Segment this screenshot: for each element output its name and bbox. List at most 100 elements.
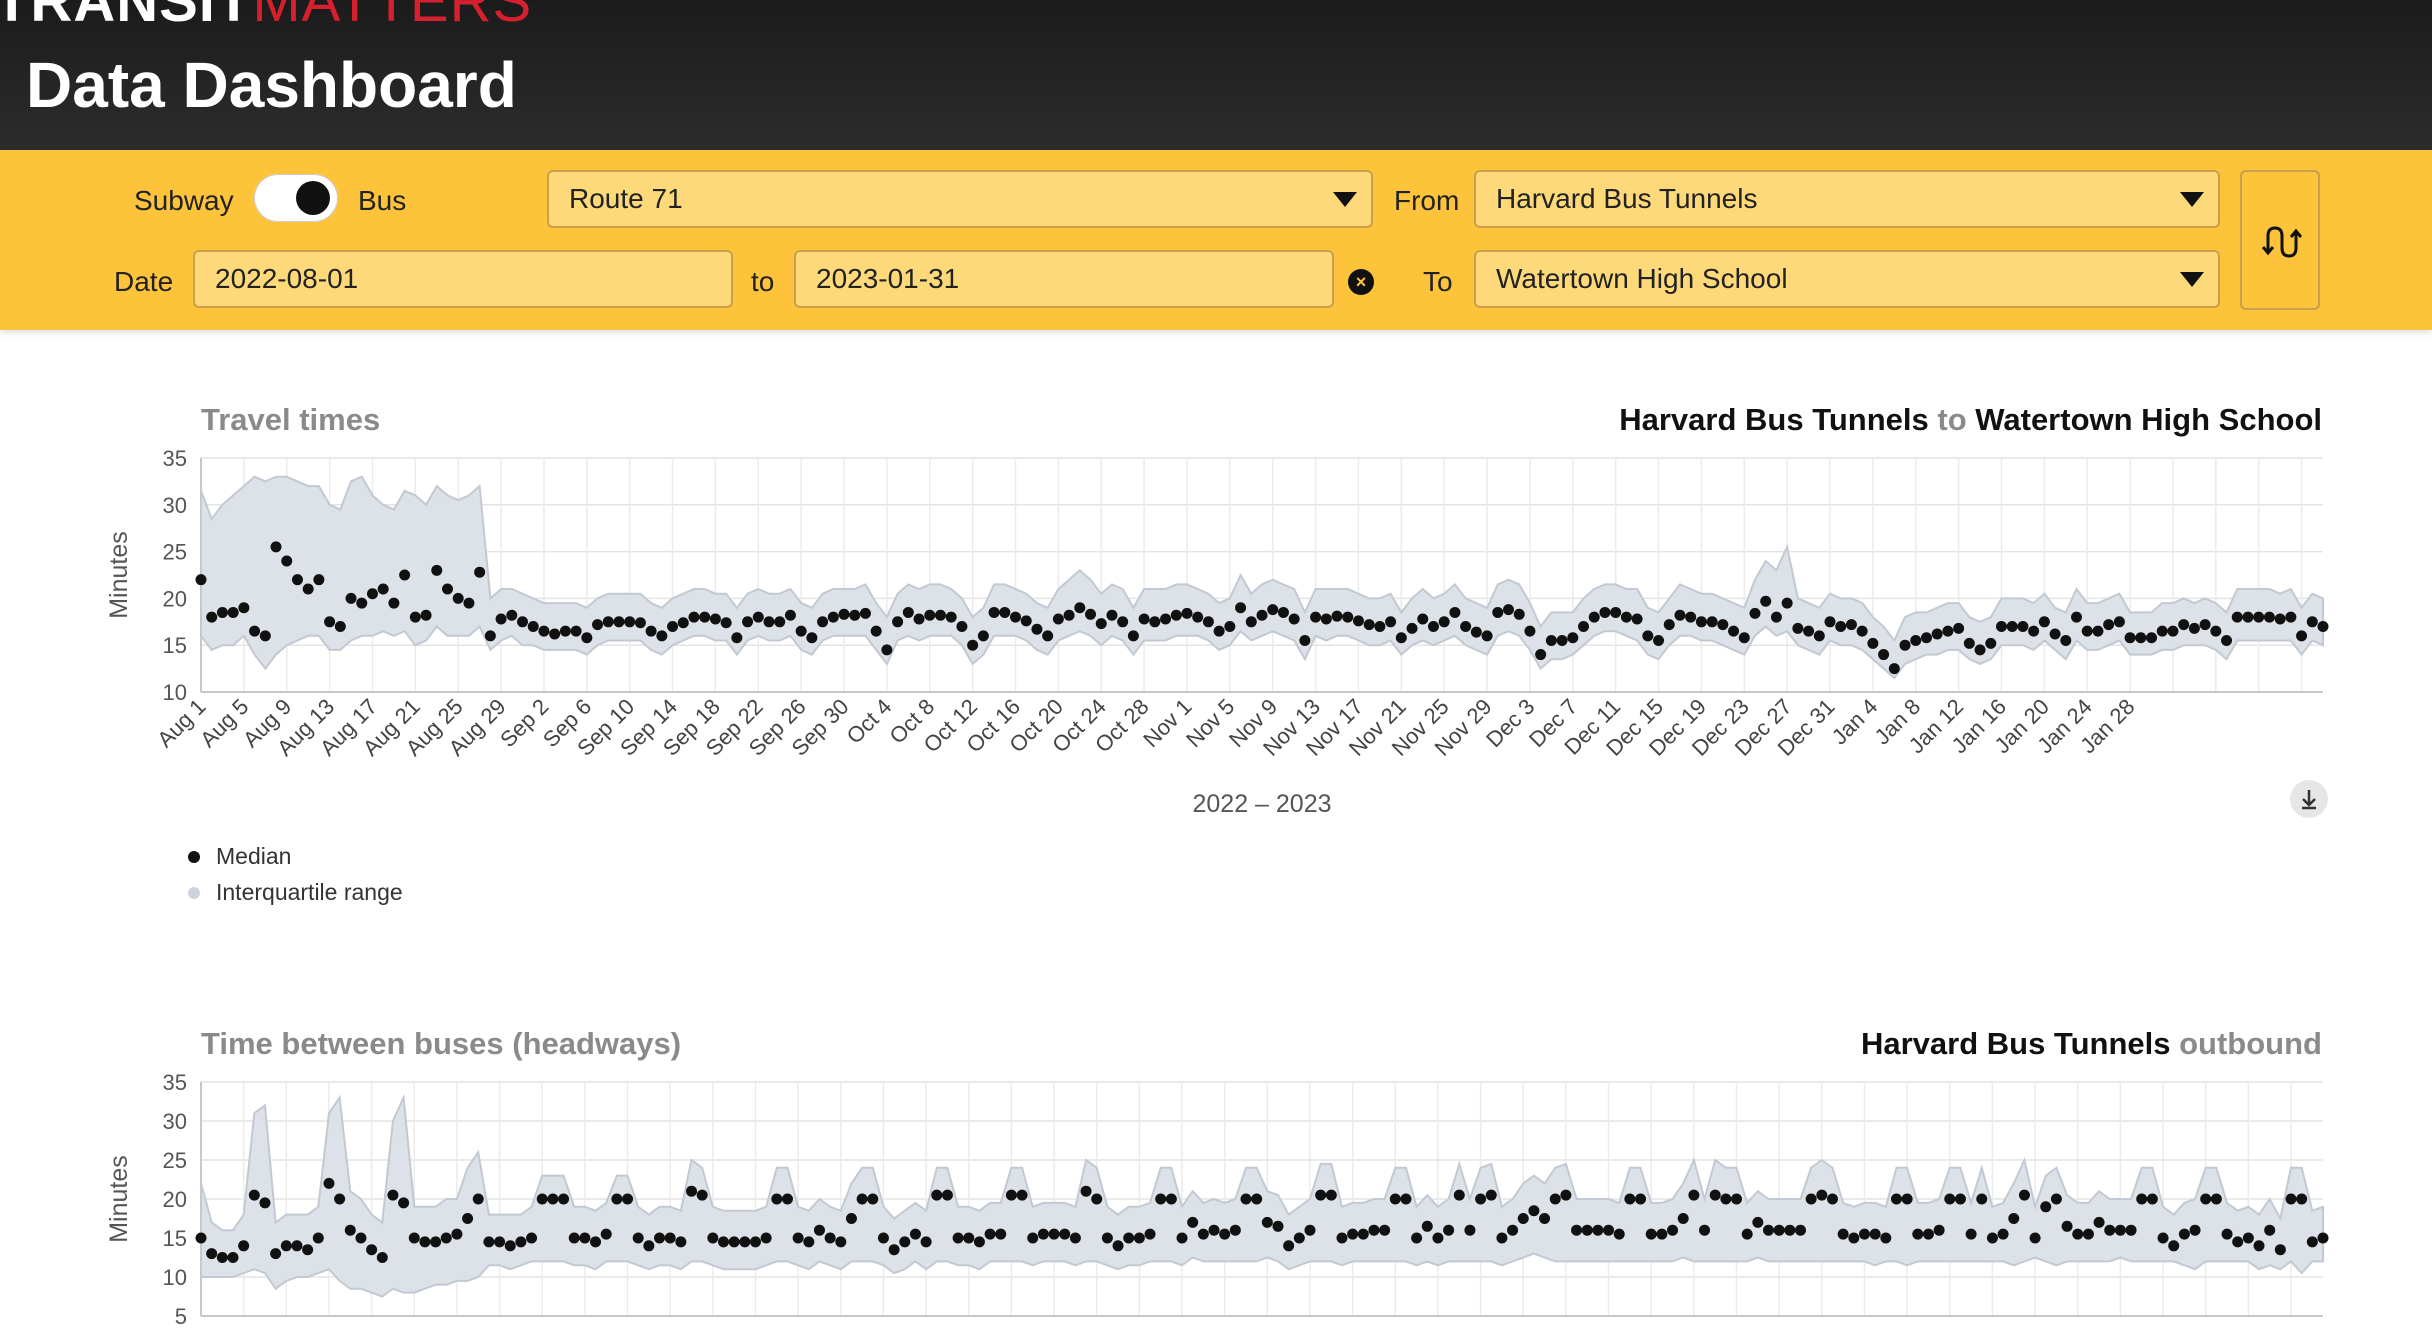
- median-point: [1421, 1220, 1433, 1232]
- subway-bus-toggle[interactable]: [254, 174, 338, 222]
- median-point: [1037, 1228, 1049, 1240]
- headways-subtitle: Harvard Bus Tunnels outbound: [1860, 1026, 2322, 1061]
- median-point: [2136, 1193, 2148, 1205]
- median-point: [1427, 620, 1439, 632]
- median-point: [472, 1193, 484, 1205]
- median-point: [506, 609, 518, 621]
- median-point: [323, 1177, 335, 1189]
- download-icon[interactable]: [2290, 780, 2328, 818]
- median-point: [817, 616, 829, 628]
- median-point: [1492, 606, 1504, 618]
- median-point: [718, 1236, 730, 1248]
- median-point: [2296, 630, 2308, 642]
- median-point: [963, 1232, 975, 1244]
- median-point: [1235, 602, 1247, 614]
- median-point: [1610, 606, 1622, 618]
- median-point: [1502, 604, 1514, 616]
- median-point: [2124, 632, 2136, 644]
- median-point: [259, 630, 271, 642]
- median-point: [1738, 632, 1750, 644]
- median-point: [1074, 602, 1086, 614]
- median-point: [2210, 1193, 2222, 1205]
- from-label: From: [1394, 185, 1460, 216]
- median-point: [1912, 1228, 1924, 1240]
- median-point: [517, 616, 529, 628]
- route-value: Route 71: [569, 183, 683, 214]
- median-point: [667, 620, 679, 632]
- median-point: [1784, 1224, 1796, 1236]
- median-point: [931, 1189, 943, 1201]
- median-point: [995, 1228, 1007, 1240]
- end-date-input[interactable]: 2023-01-31: [794, 250, 1334, 308]
- median-point: [366, 1244, 378, 1256]
- median-point: [1453, 1189, 1465, 1201]
- median-point: [1880, 1232, 1892, 1244]
- median-point: [195, 1232, 207, 1244]
- median-point: [558, 1193, 570, 1205]
- median-point: [771, 1193, 783, 1205]
- transitmatters-logo[interactable]: TRANSITMATTERS: [0, 0, 533, 34]
- median-point: [1091, 1193, 1103, 1205]
- median-point: [291, 574, 303, 586]
- median-point: [2167, 625, 2179, 637]
- median-point: [1781, 597, 1793, 609]
- median-point: [504, 1240, 516, 1252]
- median-point: [1165, 1193, 1177, 1205]
- median-point: [1549, 1193, 1561, 1205]
- toggle-knob: [296, 181, 330, 215]
- median-point: [494, 1236, 506, 1248]
- median-point: [1805, 1193, 1817, 1205]
- from-stop-select[interactable]: Harvard Bus Tunnels: [1474, 170, 2220, 228]
- median-point: [1320, 613, 1332, 625]
- route-select[interactable]: Route 71: [547, 170, 1373, 228]
- median-point: [827, 611, 839, 623]
- clear-x-icon[interactable]: ×: [1348, 269, 1374, 295]
- median-point: [1155, 1193, 1167, 1205]
- travel-times-subtitle: Harvard Bus Tunnels to Watertown High Sc…: [1619, 402, 2322, 437]
- median-point: [1899, 639, 1911, 651]
- to-stop-select[interactable]: Watertown High School: [1474, 250, 2220, 308]
- median-point: [1635, 1193, 1647, 1205]
- median-point: [1986, 1232, 1998, 1244]
- median-point: [1922, 1228, 1934, 1240]
- median-point: [1368, 1224, 1380, 1236]
- median-point: [1645, 1228, 1657, 1240]
- median-point: [2264, 1224, 2276, 1236]
- median-point: [559, 625, 571, 637]
- mode-label-subway: Subway: [134, 185, 234, 216]
- swap-stops-button[interactable]: [2240, 170, 2320, 310]
- median-point: [1588, 611, 1600, 623]
- median-point: [1976, 1193, 1988, 1205]
- median-point: [581, 632, 593, 644]
- median-point: [462, 1213, 474, 1224]
- legend-item-iqr[interactable]: Interquartile range: [188, 874, 403, 910]
- median-point: [483, 1236, 495, 1248]
- median-point: [731, 632, 743, 644]
- median-point: [838, 608, 850, 620]
- start-date-input[interactable]: 2022-08-01: [193, 250, 733, 308]
- median-point: [1507, 1224, 1519, 1236]
- median-point: [1933, 1224, 1945, 1236]
- median-point: [739, 1236, 751, 1248]
- median-point: [1059, 1228, 1071, 1240]
- median-point: [1385, 616, 1397, 628]
- median-point: [749, 1236, 761, 1248]
- median-point: [892, 616, 904, 628]
- median-point: [1224, 620, 1236, 632]
- median-point: [227, 1252, 239, 1263]
- median-point: [1867, 637, 1879, 649]
- median-point: [2092, 625, 2104, 637]
- y-tick-label: 10: [163, 1265, 187, 1290]
- legend-item-median[interactable]: Median: [188, 838, 403, 874]
- median-point: [728, 1236, 740, 1248]
- median-point: [1176, 1232, 1188, 1244]
- median-point: [1858, 1228, 1870, 1240]
- median-point: [1890, 1193, 1902, 1205]
- median-point: [280, 1240, 292, 1252]
- median-point: [1485, 1189, 1497, 1201]
- median-point: [1240, 1193, 1252, 1205]
- median-point: [1942, 625, 1954, 637]
- median-point: [888, 1244, 900, 1256]
- median-point: [742, 616, 754, 628]
- median-point: [291, 1240, 303, 1252]
